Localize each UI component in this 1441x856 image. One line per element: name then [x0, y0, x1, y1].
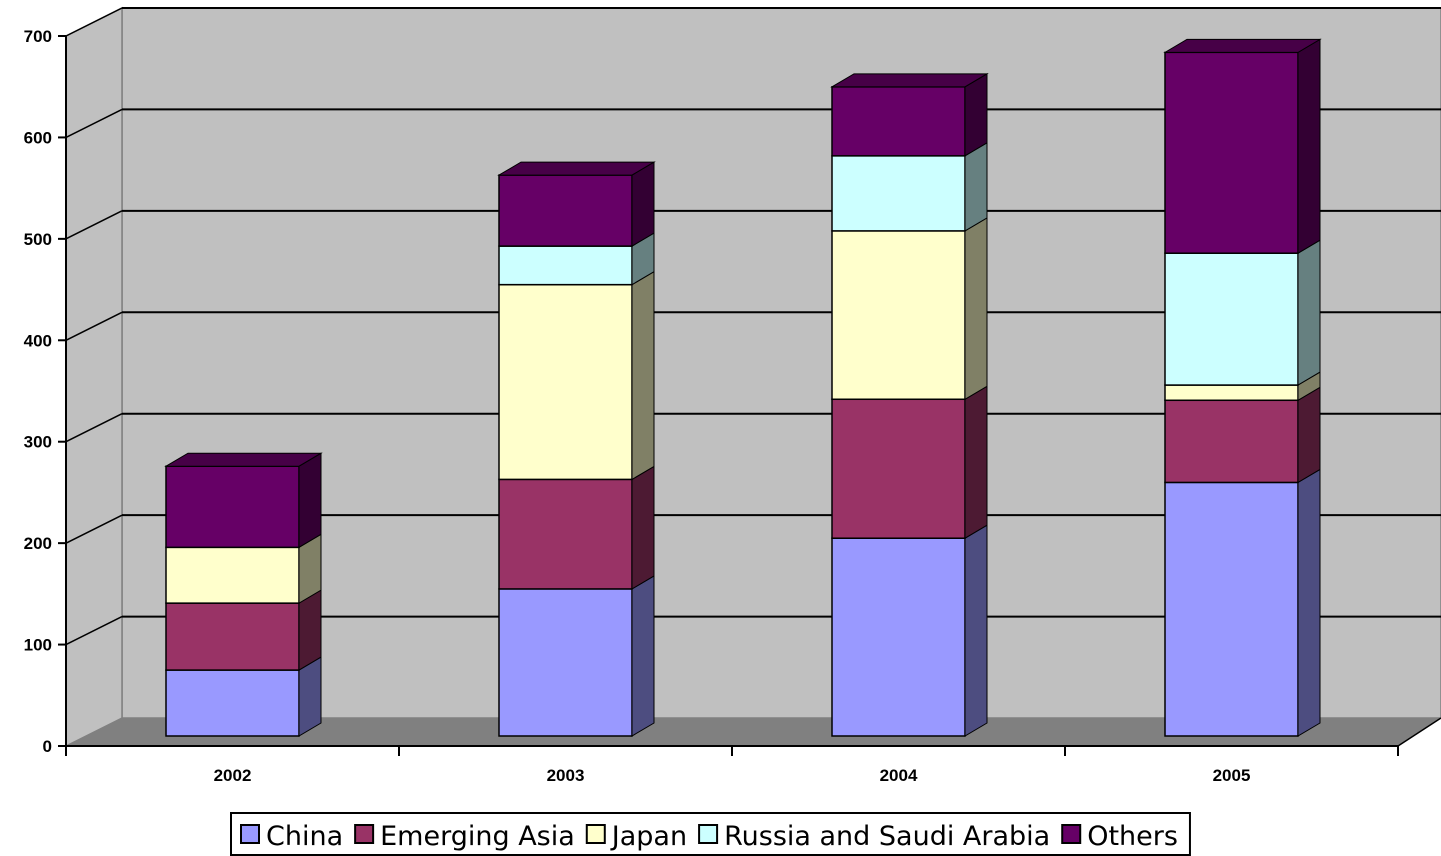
- legend-label: Emerging Asia: [380, 821, 575, 852]
- legend-label: China: [266, 821, 343, 852]
- gridline-side: [65, 7, 123, 37]
- chart-floor: [66, 718, 1441, 746]
- legend: China Emerging Asia Japan Russia and Saudi …: [230, 812, 1191, 856]
- bar-segment-side: [631, 161, 655, 247]
- bar-segment: [1164, 51, 1299, 254]
- legend-label: Russia and Saudi Arabia: [724, 821, 1050, 852]
- legend-swatch: [585, 824, 606, 844]
- x-tick-label: 2005: [1213, 766, 1251, 785]
- bar-segment-side: [964, 72, 988, 157]
- y-tick-label: 500: [24, 230, 52, 249]
- bar-segment-top: [1163, 38, 1322, 53]
- legend-swatch: [1061, 824, 1082, 844]
- gridline-side: [65, 413, 123, 443]
- gridline-side: [65, 108, 123, 139]
- legend-swatch: [354, 824, 375, 844]
- x-axis-depth-line: [1397, 717, 1441, 747]
- bar-segment-side: [631, 465, 655, 590]
- bar-segment-side: [964, 141, 988, 232]
- y-tick-label: 0: [43, 737, 52, 756]
- y-tick-label: 400: [24, 331, 52, 350]
- bar-segment-side: [298, 452, 322, 549]
- bar-segment: [165, 465, 300, 549]
- gridline-side: [65, 514, 123, 544]
- side-wall: [65, 6, 123, 748]
- bar-segment: [1164, 481, 1299, 737]
- bar-segment: [498, 588, 633, 737]
- legend-item: Russia and Saudi Arabia: [698, 821, 1050, 852]
- legend-label: Others: [1087, 821, 1178, 852]
- bar-segment: [498, 478, 633, 590]
- bar-segment: [498, 174, 633, 247]
- gridline-side: [65, 210, 123, 240]
- legend-item: Emerging Asia: [354, 821, 575, 852]
- x-tick-label: 2004: [880, 766, 918, 785]
- bars: [164, 38, 1322, 737]
- bar-segment: [831, 398, 966, 539]
- bar-stack-2004: [830, 72, 989, 737]
- bar-segment: [831, 155, 966, 232]
- y-tick-label: 600: [24, 128, 52, 147]
- bar-segment: [831, 230, 966, 401]
- bar-segment-side: [1297, 38, 1321, 255]
- bar-segment: [165, 546, 300, 604]
- bar-segment: [165, 669, 300, 737]
- legend-swatch: [240, 824, 260, 844]
- legend-label: Japan: [610, 821, 687, 852]
- gridline-side: [65, 615, 123, 646]
- bar-segment: [165, 602, 300, 671]
- legend-box: [230, 812, 1191, 856]
- bar-segment-side: [298, 589, 322, 671]
- legend-item: Others: [1061, 821, 1178, 852]
- bar-segment-top: [164, 452, 323, 467]
- legend-item: Japan: [585, 821, 687, 852]
- axes: 0 100 200 300 400 500 600 700 2002 2003 2004 2005: [24, 27, 1441, 785]
- bar-segment: [1164, 384, 1299, 402]
- bar-segment: [1164, 252, 1299, 386]
- y-tick-label: 300: [24, 433, 52, 452]
- bar-segment-top: [497, 161, 656, 176]
- bar-segment: [831, 537, 966, 737]
- bar-segment-side: [298, 656, 322, 737]
- bar-segment-side: [964, 524, 988, 737]
- bar-segment-side: [964, 385, 988, 540]
- bar-segment-top: [830, 73, 989, 88]
- y-tick-label: 700: [24, 27, 52, 46]
- bar-segment-side: [1297, 468, 1321, 737]
- legend-item: China: [240, 821, 343, 852]
- y-tick-label: 200: [24, 534, 52, 553]
- bar-segment-side: [1297, 386, 1321, 484]
- bar-segment: [498, 283, 633, 481]
- gridline-side: [65, 311, 123, 341]
- legend-swatch: [698, 824, 719, 844]
- bar-segment: [1164, 399, 1299, 484]
- bar-stack-2003: [497, 161, 656, 737]
- bar-stack-2002: [164, 452, 323, 737]
- bar-segment-side: [964, 217, 988, 401]
- x-tick-label: 2002: [214, 766, 252, 785]
- bar-segment-side: [1297, 239, 1321, 386]
- floor-plane: [66, 718, 1441, 746]
- y-tick-label: 100: [24, 636, 52, 655]
- bar-segment-side: [631, 270, 655, 481]
- bar-segment: [831, 86, 966, 157]
- bar-stack-2005: [1163, 38, 1322, 737]
- bar-segment-side: [631, 575, 655, 737]
- bar-segment: [498, 245, 633, 286]
- x-tick-label: 2003: [547, 766, 585, 785]
